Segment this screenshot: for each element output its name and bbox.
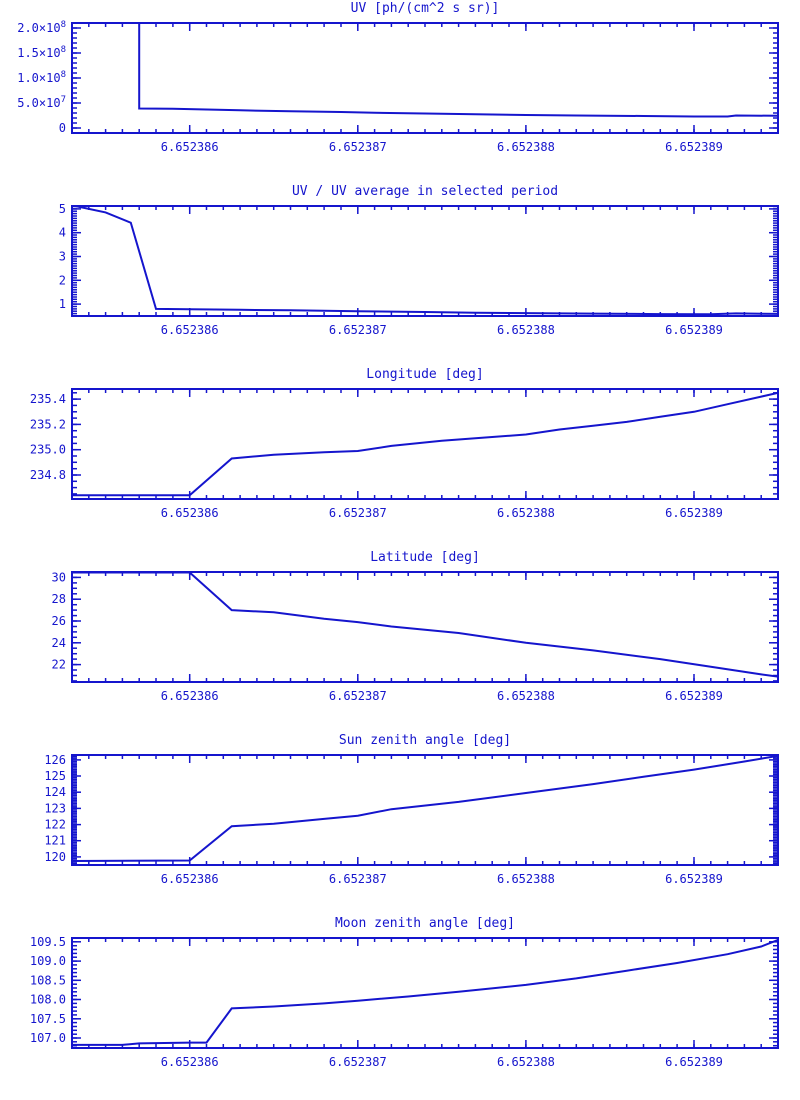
y-tick-label: 4 — [59, 226, 66, 240]
data-line — [72, 938, 778, 1046]
x-tick-label: 6.652387 — [329, 872, 387, 886]
x-tick-label: 6.652389 — [665, 689, 723, 703]
y-tick-label: 0 — [59, 121, 66, 135]
data-line — [72, 572, 778, 678]
x-tick-label: 6.652387 — [329, 323, 387, 337]
x-tick-label: 6.652388 — [497, 140, 555, 154]
axis-labels: 6.652386 6.652387 6.652388 6.652389 22 24 26 28… — [52, 570, 723, 703]
x-tick-label: 6.652388 — [497, 506, 555, 520]
data-line — [72, 755, 778, 862]
y-tick-label: 26 — [52, 614, 66, 628]
chart-panel-moon-zenith: Moon zenith angle [deg] 6.652386 6.652387… — [0, 915, 800, 1098]
x-tick-label: 6.652388 — [497, 689, 555, 703]
y-tick-label: 234.8 — [30, 468, 66, 482]
x-tick-label: 6.652387 — [329, 140, 387, 154]
plot-frame — [71, 571, 779, 683]
x-tick-label: 6.652389 — [665, 872, 723, 886]
plot-frame — [71, 22, 779, 134]
y-tick-label: 5.0×107 — [17, 95, 66, 110]
y-tick-label: 235.0 — [30, 443, 66, 457]
uv-ratio-chart: 6.652386 6.652387 6.652388 6.652389 1 2 3 4 5 — [59, 202, 779, 337]
x-tick-label: 6.652386 — [161, 1055, 219, 1069]
chart-title: Moon zenith angle [deg] — [334, 916, 515, 931]
y-tick-label: 2 — [59, 273, 66, 287]
y-tick-label: 235.4 — [30, 392, 66, 406]
axis-labels: 6.652386 6.652387 6.652388 6.652389 0 5.0×107… — [17, 20, 723, 154]
uv-chart: 6.652386 6.652387 6.652388 6.652389 0 5.0×107… — [17, 20, 779, 154]
chart-panel-longitude: Longitude [deg] 6.652386 6.652387 6.652388… — [0, 366, 800, 549]
x-tick-label: 6.652386 — [161, 872, 219, 886]
chart-title: Longitude [deg] — [366, 367, 484, 382]
plot-frame — [71, 205, 779, 317]
y-tick-label: 108.5 — [30, 973, 66, 987]
chart-panel-sun-zenith: Sun zenith angle [deg] 6.652386 6.652387 6… — [0, 732, 800, 915]
x-tick-label: 6.652388 — [497, 323, 555, 337]
y-tick-label: 1 — [59, 297, 66, 311]
y-tick-label: 125 — [44, 769, 66, 783]
x-tick-label: 6.652389 — [665, 506, 723, 520]
x-tick-label: 6.652388 — [497, 872, 555, 886]
y-tick-label: 107.5 — [30, 1012, 66, 1026]
y-tick-label: 3 — [59, 250, 66, 264]
y-tick-label: 120 — [44, 850, 66, 864]
y-tick-label: 22 — [52, 658, 66, 672]
x-tick-label: 6.652389 — [665, 1055, 723, 1069]
y-tick-label: 123 — [44, 801, 66, 815]
y-tick-label: 28 — [52, 592, 66, 606]
moon-zenith-chart: 6.652386 6.652387 6.652388 6.652389 107.0 107… — [30, 935, 779, 1069]
chart-title: UV / UV average in selected period — [291, 184, 559, 199]
y-tick-label: 2.0×108 — [17, 20, 66, 35]
y-tick-label: 108.0 — [30, 993, 66, 1007]
chart-title: Latitude [deg] — [370, 550, 480, 565]
axis-ticks — [71, 571, 779, 682]
y-tick-label: 235.2 — [30, 417, 66, 431]
y-tick-label: 1.0×108 — [17, 70, 66, 85]
y-tick-label: 109.5 — [30, 935, 66, 949]
axis-ticks — [71, 205, 779, 317]
y-tick-label: 122 — [44, 818, 66, 832]
chart-panel-uv-ratio: UV / UV average in selected period 6.652… — [0, 183, 800, 366]
x-tick-label: 6.652386 — [161, 689, 219, 703]
axis-labels: 6.652386 6.652387 6.652388 6.652389 107.0 107… — [30, 935, 723, 1069]
longitude-chart: 6.652386 6.652387 6.652388 6.652389 234.8 235… — [30, 388, 779, 520]
data-line — [72, 206, 778, 316]
x-tick-label: 6.652387 — [329, 689, 387, 703]
y-tick-label: 107.0 — [30, 1031, 66, 1045]
x-tick-label: 6.652388 — [497, 1055, 555, 1069]
axis-ticks — [71, 389, 779, 499]
y-tick-label: 121 — [44, 834, 66, 848]
x-tick-label: 6.652386 — [161, 323, 219, 337]
plot-frame — [71, 937, 779, 1049]
axis-ticks — [71, 754, 779, 866]
y-tick-label: 5 — [59, 202, 66, 216]
latitude-chart: 6.652386 6.652387 6.652388 6.652389 22 24 26 28… — [52, 570, 779, 703]
y-tick-label: 126 — [44, 753, 66, 767]
sun-zenith-chart: 6.652386 6.652387 6.652388 6.652389 120 121 12… — [44, 753, 779, 886]
chart-title: Sun zenith angle [deg] — [338, 733, 512, 748]
plot-frame — [71, 754, 779, 866]
x-tick-label: 6.652389 — [665, 140, 723, 154]
y-tick-label: 1.5×108 — [17, 45, 66, 60]
x-tick-label: 6.652387 — [329, 1055, 387, 1069]
axis-labels: 6.652386 6.652387 6.652388 6.652389 1 2 3 4 5 — [59, 202, 723, 337]
axis-labels: 6.652386 6.652387 6.652388 6.652389 120 121 12… — [44, 753, 723, 886]
y-tick-label: 30 — [52, 570, 66, 584]
plot-frame — [71, 388, 779, 500]
y-tick-label: 24 — [52, 636, 66, 650]
axis-labels: 6.652386 6.652387 6.652388 6.652389 234.8 235… — [30, 392, 723, 520]
data-line — [138, 23, 778, 118]
y-tick-label: 109.0 — [30, 954, 66, 968]
chart-title: UV [ph/(cm^2 s sr)] — [350, 1, 500, 16]
chart-panel-latitude: Latitude [deg] 6.652386 6.652387 6.652388 6… — [0, 549, 800, 732]
x-tick-label: 6.652386 — [161, 140, 219, 154]
x-tick-label: 6.652386 — [161, 506, 219, 520]
data-line — [72, 391, 778, 497]
chart-panel-uv: UV [ph/(cm^2 s sr)] 6.652386 6.652387 6.65… — [0, 0, 800, 183]
x-tick-label: 6.652389 — [665, 323, 723, 337]
y-tick-label: 124 — [44, 785, 66, 799]
axis-ticks — [71, 937, 779, 1048]
x-tick-label: 6.652387 — [329, 506, 387, 520]
